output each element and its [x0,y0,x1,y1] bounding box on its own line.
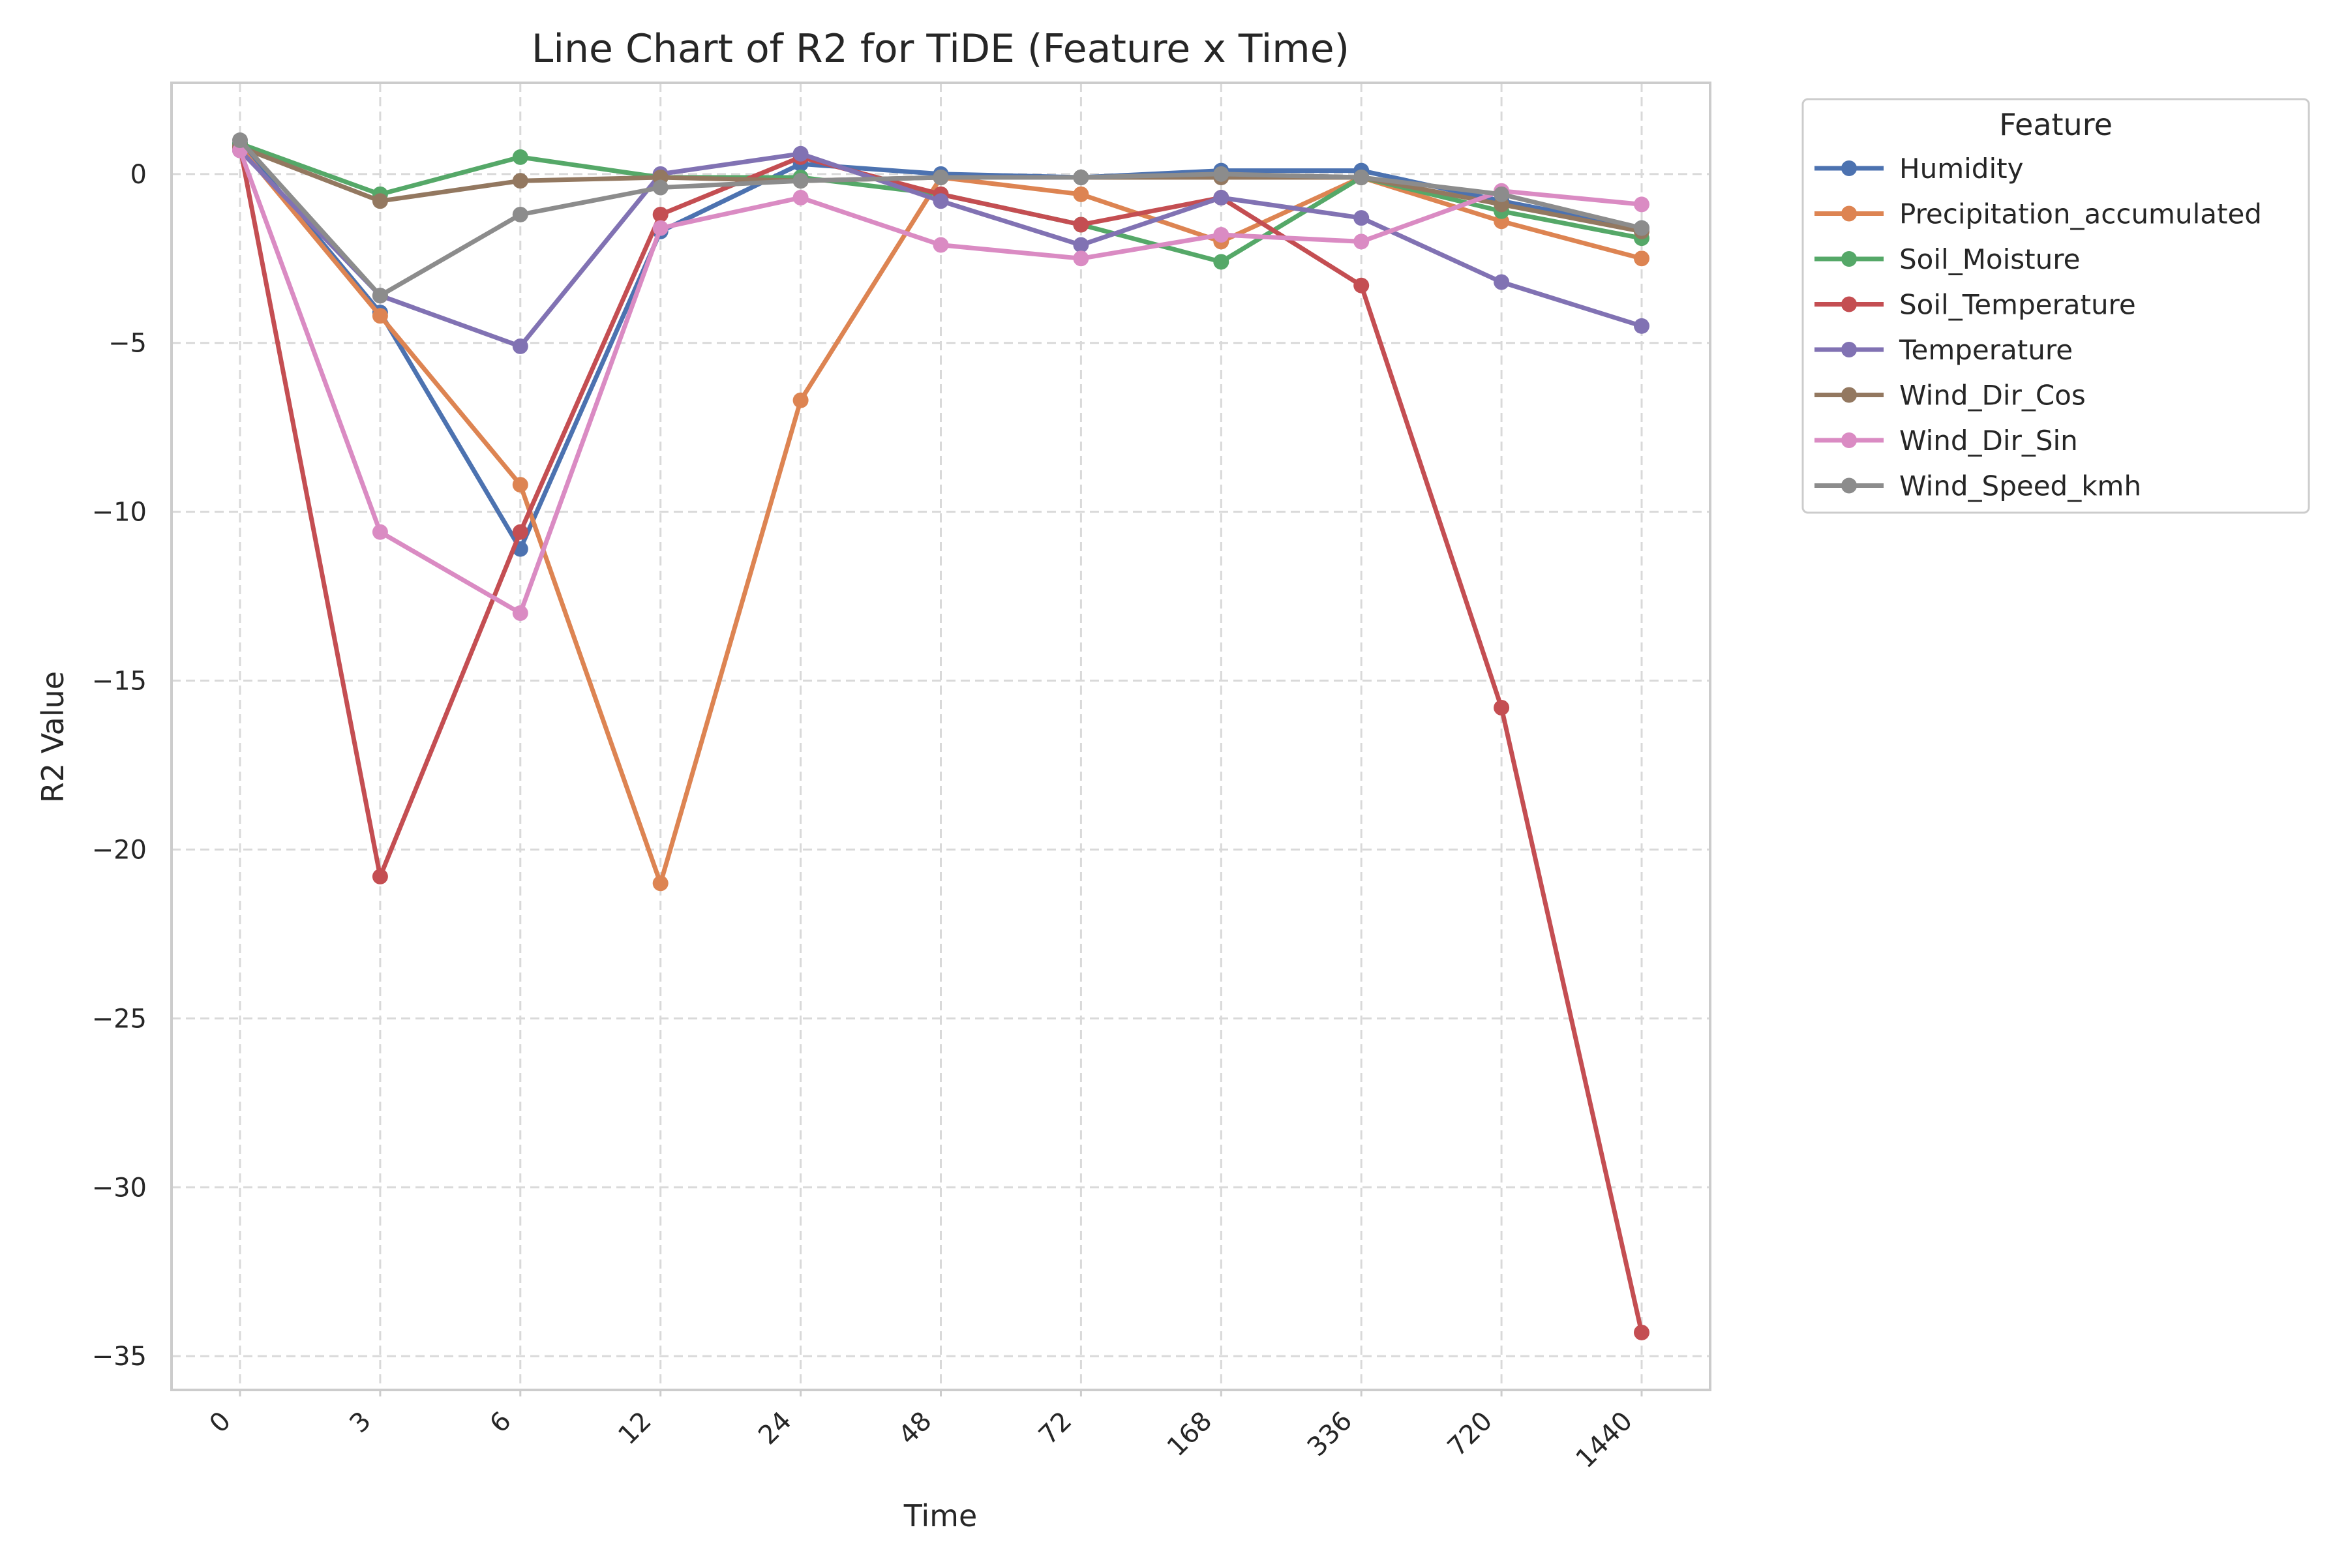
data-point [792,173,809,189]
y-tick-label: −5 [108,329,147,359]
data-point [1073,250,1089,267]
legend-label: Humidity [1899,153,2023,185]
legend: Feature Humidity Precipitation_accumulate… [1801,98,2310,514]
data-point [933,169,949,185]
legend-items: Humidity Precipitation_accumulated Soil_Mo… [1814,153,2262,502]
data-point [372,868,388,884]
data-point [512,206,528,222]
data-point [1073,186,1089,202]
data-point [512,524,528,540]
data-point [372,308,388,324]
data-point [1213,166,1229,182]
data-point [792,392,809,408]
legend-marker [1841,205,1857,222]
legend-label: Wind_Dir_Cos [1899,380,2086,412]
plot-frame [170,82,1711,1391]
y-tick-label: −25 [92,1004,147,1034]
series-wind-speed-kmh [232,132,1649,304]
data-point [652,875,669,892]
data-point [1494,274,1510,290]
data-point [1353,277,1370,294]
data-point [232,132,248,149]
legend-marker [1841,342,1857,357]
data-point [1073,169,1089,185]
data-point [512,605,528,621]
data-point [792,190,809,206]
data-point [652,179,669,196]
x-axis-label: Time [903,1498,978,1533]
y-tick-label: −15 [92,667,147,697]
data-point [1353,234,1370,250]
series-temperature [232,142,1649,354]
y-axis-label: R2 Value [35,671,70,803]
legend-label: Precipitation_accumulated [1899,198,2262,230]
data-point [512,173,528,189]
legend-marker [1841,251,1857,267]
legend-marker [1841,160,1857,176]
data-point [1213,254,1229,270]
data-point [1634,220,1649,236]
data-point [1634,318,1649,334]
data-point [1353,169,1370,185]
legend-label: Wind_Speed_kmh [1899,470,2141,502]
data-point [933,193,949,209]
series-wind-dir-sin [232,142,1649,621]
y-tick-label: 0 [130,160,147,190]
data-point [792,145,809,162]
y-tick-label: −10 [92,498,147,528]
data-point [1494,186,1510,202]
legend-label: Temperature [1899,334,2073,366]
legend-label: Soil_Moisture [1899,243,2080,275]
legend-label: Soil_Temperature [1899,289,2136,321]
data-point [512,477,528,493]
legend-title: Feature [1999,107,2113,142]
data-point [652,220,669,236]
legend-label: Wind_Dir_Sin [1899,425,2078,457]
legend-frame [1801,98,2310,514]
data-point [1213,227,1229,243]
data-point [372,288,388,304]
data-point [1353,210,1370,226]
data-point [1073,217,1089,233]
y-tick-label: −35 [92,1342,147,1372]
data-point [1494,699,1510,716]
y-tick-label: −20 [92,835,147,865]
data-point [372,524,388,540]
y-tick-label: −30 [92,1173,147,1203]
data-point [652,206,669,222]
series-lines [232,132,1649,1340]
data-point [1634,196,1649,213]
data-point [512,149,528,165]
data-point [1634,250,1649,267]
grid-lines [172,83,1710,1390]
data-point [1634,1324,1649,1340]
data-point [372,193,388,209]
legend-marker [1841,296,1857,312]
data-point [512,338,528,354]
legend-marker [1841,432,1857,448]
data-point [1213,190,1229,206]
chart-title: Line Chart of R2 for TiDE (Feature x Tim… [532,26,1349,72]
legend-marker [1841,387,1857,403]
data-point [933,237,949,253]
data-point [1073,237,1089,253]
legend-marker [1841,477,1857,494]
